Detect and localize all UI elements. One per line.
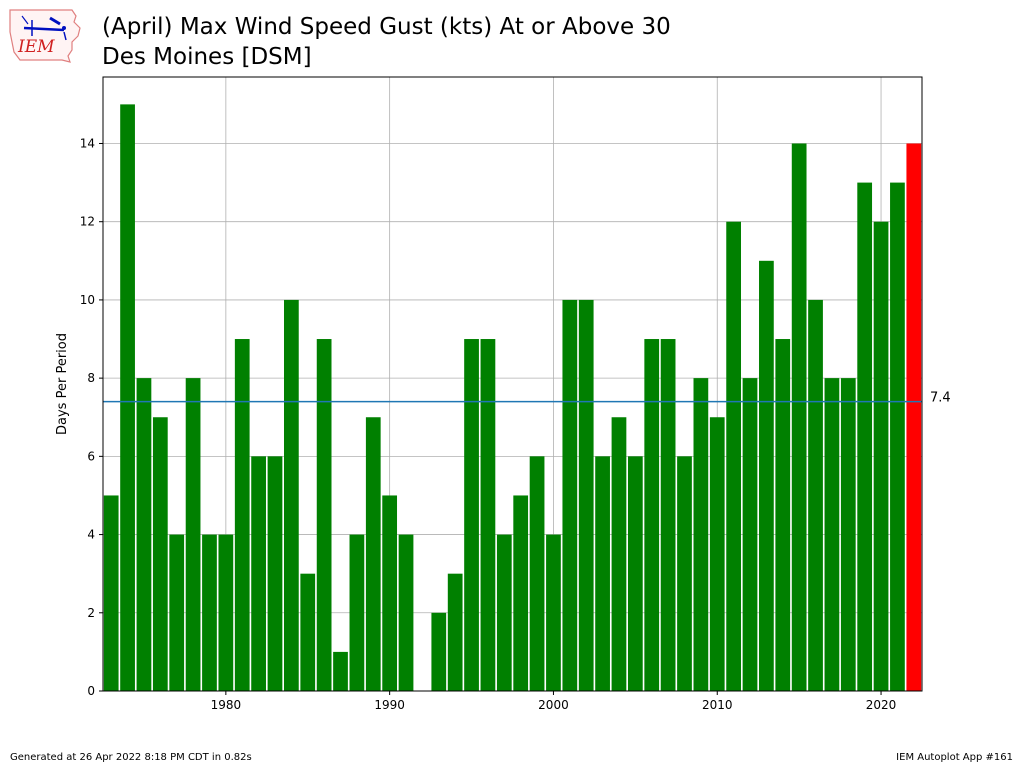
bar-1983 bbox=[267, 456, 283, 691]
bar-2013 bbox=[759, 260, 774, 691]
bar-1999 bbox=[529, 456, 545, 691]
iem-logo-text: IEM bbox=[17, 37, 55, 57]
bar-1990 bbox=[382, 495, 398, 691]
bar-2008 bbox=[677, 456, 692, 691]
bar-1989 bbox=[365, 417, 381, 691]
bar-1976 bbox=[152, 417, 168, 691]
bar-2010 bbox=[709, 417, 725, 691]
bar-2017 bbox=[824, 378, 840, 691]
bar-1998 bbox=[513, 495, 529, 691]
chart-subtitle: Des Moines [DSM] bbox=[102, 44, 312, 70]
bar-1995 bbox=[464, 339, 479, 691]
bar-2021 bbox=[890, 182, 905, 692]
average-line-group: 7.4 bbox=[103, 391, 951, 406]
plot-area-frame bbox=[102, 76, 923, 692]
bar-2007 bbox=[660, 339, 676, 691]
bar-1981 bbox=[234, 339, 250, 691]
iem-logo: IEM bbox=[9, 9, 81, 63]
bar-2012 bbox=[742, 378, 758, 691]
bar-1978 bbox=[185, 378, 201, 691]
bar-1987 bbox=[333, 651, 348, 691]
bar-2022 bbox=[906, 143, 922, 691]
y-tick-label: 12 bbox=[80, 215, 95, 229]
bar-1993 bbox=[431, 612, 447, 691]
y-tick-label: 4 bbox=[87, 528, 95, 542]
bar-2002 bbox=[578, 299, 594, 691]
bars bbox=[103, 104, 922, 692]
bar-1984 bbox=[283, 299, 299, 691]
bar-2018 bbox=[840, 378, 856, 691]
average-label: 7.4 bbox=[930, 391, 951, 406]
y-tick-label: 2 bbox=[87, 606, 95, 620]
bar-1982 bbox=[251, 456, 266, 691]
bar-2015 bbox=[791, 143, 807, 691]
bar-2011 bbox=[726, 221, 742, 692]
bar-1986 bbox=[316, 339, 332, 691]
bar-2019 bbox=[857, 182, 873, 692]
bar-1979 bbox=[202, 534, 217, 691]
x-tick-label: 2010 bbox=[702, 698, 733, 712]
bar-1975 bbox=[136, 378, 152, 691]
y-tick-label: 14 bbox=[80, 136, 95, 150]
x-tick-label: 2020 bbox=[866, 698, 897, 712]
x-tick-label: 1990 bbox=[374, 698, 405, 712]
generated-timestamp: Generated at 26 Apr 2022 8:18 PM CDT in … bbox=[10, 752, 252, 763]
bar-2016 bbox=[808, 299, 823, 691]
x-tick-label: 1980 bbox=[211, 698, 242, 712]
bar-1980 bbox=[218, 534, 234, 691]
bar-1973 bbox=[103, 495, 119, 691]
bar-2003 bbox=[595, 456, 610, 691]
bar-2001 bbox=[562, 299, 578, 691]
y-tick-label: 8 bbox=[87, 371, 95, 385]
bar-1997 bbox=[496, 534, 512, 691]
x-tick-label: 2000 bbox=[538, 698, 569, 712]
bar-2006 bbox=[644, 339, 660, 691]
bar-1991 bbox=[398, 534, 414, 691]
bar-2020 bbox=[873, 221, 889, 692]
chart-title: (April) Max Wind Speed Gust (kts) At or … bbox=[102, 14, 671, 40]
y-tick-label: 6 bbox=[87, 449, 95, 463]
bar-2000 bbox=[546, 534, 561, 691]
app-id-label: IEM Autoplot App #161 bbox=[896, 752, 1013, 763]
axis-ticks: 1980 1990 2000 2010 2020 0 2 4 6 8 10 12 14 bbox=[80, 136, 897, 712]
bar-2004 bbox=[611, 417, 627, 691]
bar-1985 bbox=[300, 573, 316, 691]
bar-1974 bbox=[120, 104, 135, 691]
bar-1977 bbox=[169, 534, 185, 691]
y-axis-label: Days Per Period bbox=[55, 333, 70, 435]
bar-2014 bbox=[775, 339, 791, 691]
bar-1994 bbox=[447, 573, 463, 691]
bar-1996 bbox=[480, 339, 496, 691]
y-tick-label: 10 bbox=[80, 293, 95, 307]
bar-1988 bbox=[349, 534, 365, 691]
y-tick-label: 0 bbox=[87, 684, 95, 698]
bar-2005 bbox=[627, 456, 643, 691]
bar-2009 bbox=[693, 378, 709, 691]
